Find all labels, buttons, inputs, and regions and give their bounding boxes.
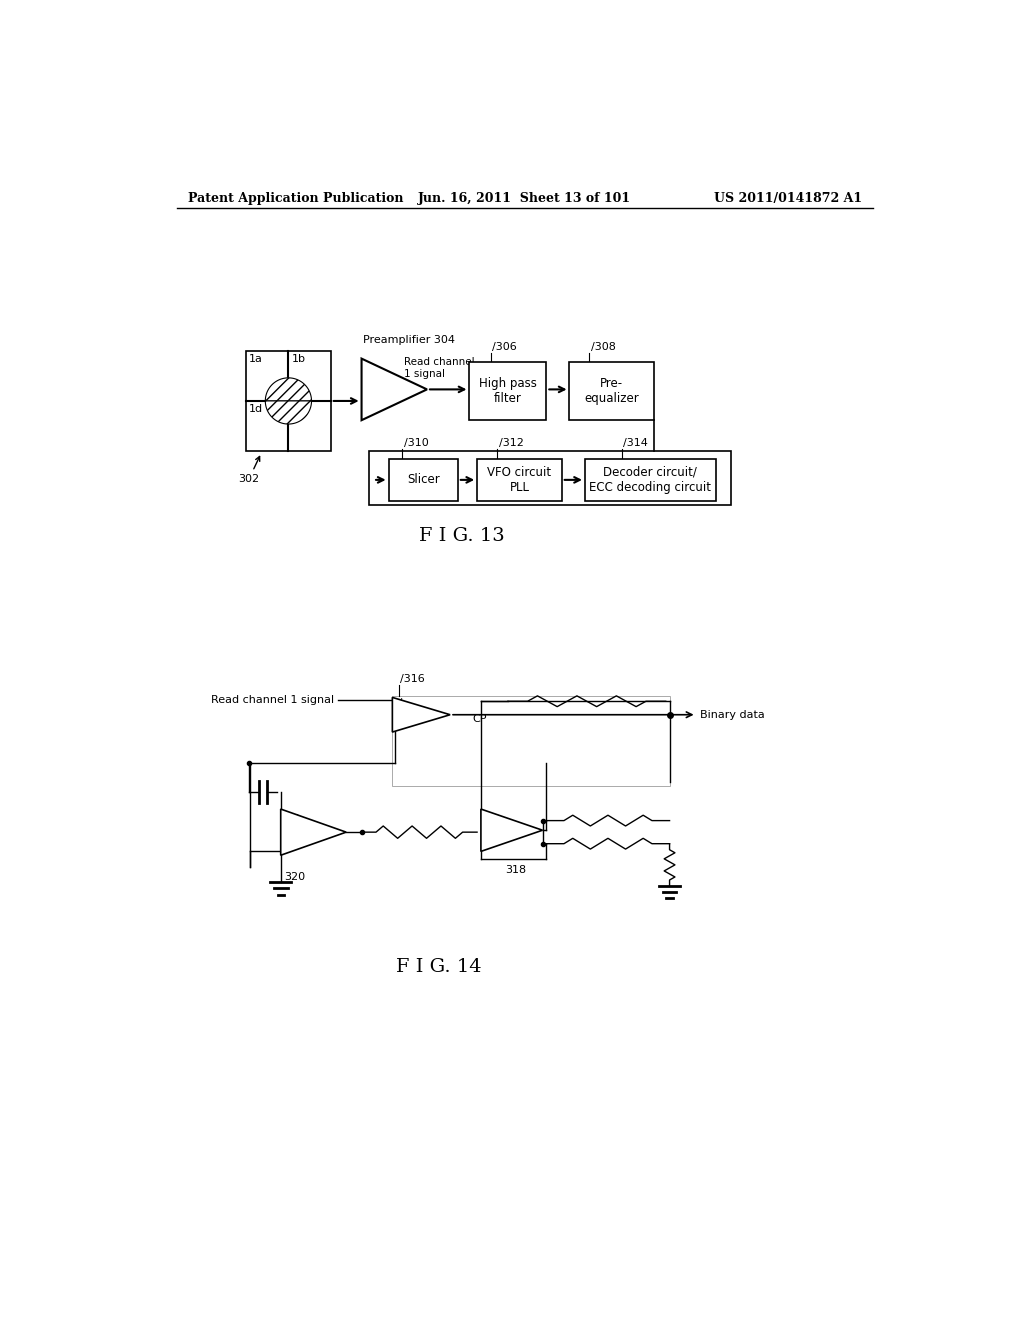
Text: ∕308: ∕308 xyxy=(591,342,615,351)
Text: +: + xyxy=(289,842,298,853)
Text: 1a: 1a xyxy=(249,354,263,364)
Text: 1c: 1c xyxy=(292,404,304,414)
Bar xyxy=(370,451,731,506)
Text: F I G. 14: F I G. 14 xyxy=(395,958,481,975)
Bar xyxy=(469,363,547,420)
Text: 318: 318 xyxy=(505,866,526,875)
Text: 1b: 1b xyxy=(292,354,305,364)
Bar xyxy=(388,459,458,502)
Text: 320: 320 xyxy=(285,873,306,882)
Text: +: + xyxy=(488,838,498,849)
Bar xyxy=(569,363,654,420)
Text: Read channel
1 signal: Read channel 1 signal xyxy=(403,358,474,379)
Text: Jun. 16, 2011  Sheet 13 of 101: Jun. 16, 2011 Sheet 13 of 101 xyxy=(418,191,632,205)
Text: Preamplifier 304: Preamplifier 304 xyxy=(364,335,455,345)
Text: ∕310: ∕310 xyxy=(403,438,429,447)
Polygon shape xyxy=(361,359,427,420)
Polygon shape xyxy=(265,401,311,424)
Bar xyxy=(477,459,562,502)
Text: ∕316: ∕316 xyxy=(400,673,425,684)
Text: 1d: 1d xyxy=(249,404,263,414)
Text: Read channel 1 signal: Read channel 1 signal xyxy=(211,696,335,705)
Text: US 2011/0141872 A1: US 2011/0141872 A1 xyxy=(714,191,862,205)
Text: Decoder circuit/
ECC decoding circuit: Decoder circuit/ ECC decoding circuit xyxy=(589,466,712,494)
Bar xyxy=(585,459,716,502)
Text: −: − xyxy=(397,719,408,733)
Text: −: − xyxy=(289,809,299,822)
Polygon shape xyxy=(481,809,543,851)
Text: High pass
filter: High pass filter xyxy=(479,378,537,405)
Text: Pre-
equalizer: Pre- equalizer xyxy=(585,378,639,405)
Text: 302: 302 xyxy=(239,457,260,484)
Text: ∕314: ∕314 xyxy=(624,438,648,447)
Polygon shape xyxy=(265,378,311,401)
Text: Patent Application Publication: Patent Application Publication xyxy=(188,191,403,205)
Bar xyxy=(289,401,331,451)
Text: ∕306: ∕306 xyxy=(493,342,517,351)
Text: Binary data: Binary data xyxy=(700,710,765,719)
Text: CP: CP xyxy=(472,714,486,723)
Bar xyxy=(392,696,670,785)
Text: F I G. 13: F I G. 13 xyxy=(419,527,505,545)
Text: −: − xyxy=(488,809,499,822)
Text: +: + xyxy=(397,697,407,708)
Bar xyxy=(246,351,289,401)
Bar xyxy=(246,401,289,451)
Polygon shape xyxy=(392,697,451,733)
Text: VFO circuit
PLL: VFO circuit PLL xyxy=(487,466,552,494)
Polygon shape xyxy=(281,809,346,855)
Bar xyxy=(289,351,331,401)
Text: Slicer: Slicer xyxy=(407,474,439,486)
Text: ∕312: ∕312 xyxy=(499,438,523,447)
